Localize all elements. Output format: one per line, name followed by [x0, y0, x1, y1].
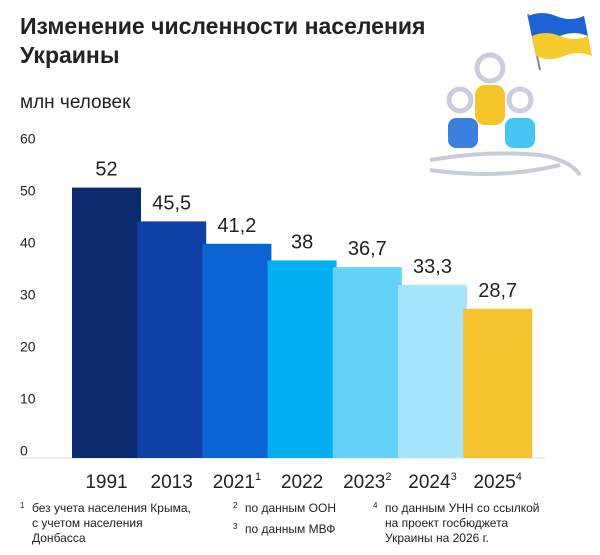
- bar: [332, 267, 402, 458]
- x-tick-label: 2022: [281, 472, 323, 493]
- value-label: 28,7: [478, 280, 517, 302]
- value-label: 45,5: [152, 192, 191, 214]
- bar: [398, 284, 467, 458]
- footnote-text: с учетом населения: [32, 516, 143, 530]
- footnote-text: по данным УНН со ссылкой: [385, 501, 539, 515]
- category: 2024: [408, 472, 451, 493]
- footnote-mark: 2: [233, 501, 238, 510]
- y-tick-label: 50: [20, 183, 36, 199]
- category-note: 4: [516, 471, 522, 483]
- x-tick-label: 20211: [213, 471, 261, 493]
- footnote-text: без учета населения Крыма,: [32, 501, 191, 515]
- chart-title: Изменение численности населения: [20, 13, 425, 39]
- y-tick-label: 20: [20, 339, 36, 355]
- y-axis-label: млн человек: [20, 92, 131, 113]
- category: 2022: [281, 472, 323, 493]
- x-tick-label: 20232: [343, 471, 391, 493]
- footnote-text: Украины на 2026 г.: [385, 531, 489, 545]
- value-label: 41,2: [217, 215, 256, 237]
- x-tick-label: 1991: [85, 472, 127, 493]
- footnote-mark: 4: [373, 501, 378, 510]
- bar: [72, 187, 141, 458]
- y-tick-label: 40: [20, 235, 36, 251]
- category: 1991: [85, 472, 127, 493]
- footnote-text: на проект госбюджета: [385, 516, 508, 530]
- category-note: 1: [255, 471, 261, 483]
- x-tick-label: 2013: [151, 472, 193, 493]
- footnote-text: Донбасса: [32, 531, 86, 545]
- bar: [202, 243, 272, 458]
- footnote-mark: 3: [233, 522, 238, 531]
- y-tick-label: 10: [20, 391, 36, 407]
- footnote-text: по данным МВФ: [245, 522, 335, 536]
- category: 2023: [343, 472, 385, 493]
- x-tick-label: 20254: [473, 471, 521, 493]
- bar: [463, 308, 533, 458]
- x-tick-label: 20243: [408, 471, 456, 493]
- value-label: 38: [291, 231, 313, 253]
- y-tick-label: 0: [20, 443, 28, 459]
- footnote-mark: 1: [20, 501, 25, 510]
- category-note: 3: [451, 471, 457, 483]
- value-label: 52: [95, 159, 117, 181]
- value-label: 36,7: [348, 238, 387, 260]
- category: 2021: [213, 472, 255, 493]
- value-label: 33,3: [413, 256, 452, 278]
- category: 2025: [473, 472, 515, 493]
- footnote-text: по данным ООН: [245, 501, 336, 515]
- bar: [137, 221, 207, 458]
- chart-title: Украины: [20, 42, 119, 68]
- y-tick-label: 60: [20, 131, 36, 147]
- category: 2013: [151, 472, 193, 493]
- bar: [267, 260, 337, 458]
- illustration: [429, 13, 592, 177]
- y-tick-label: 30: [20, 287, 36, 303]
- category-note: 2: [385, 471, 391, 483]
